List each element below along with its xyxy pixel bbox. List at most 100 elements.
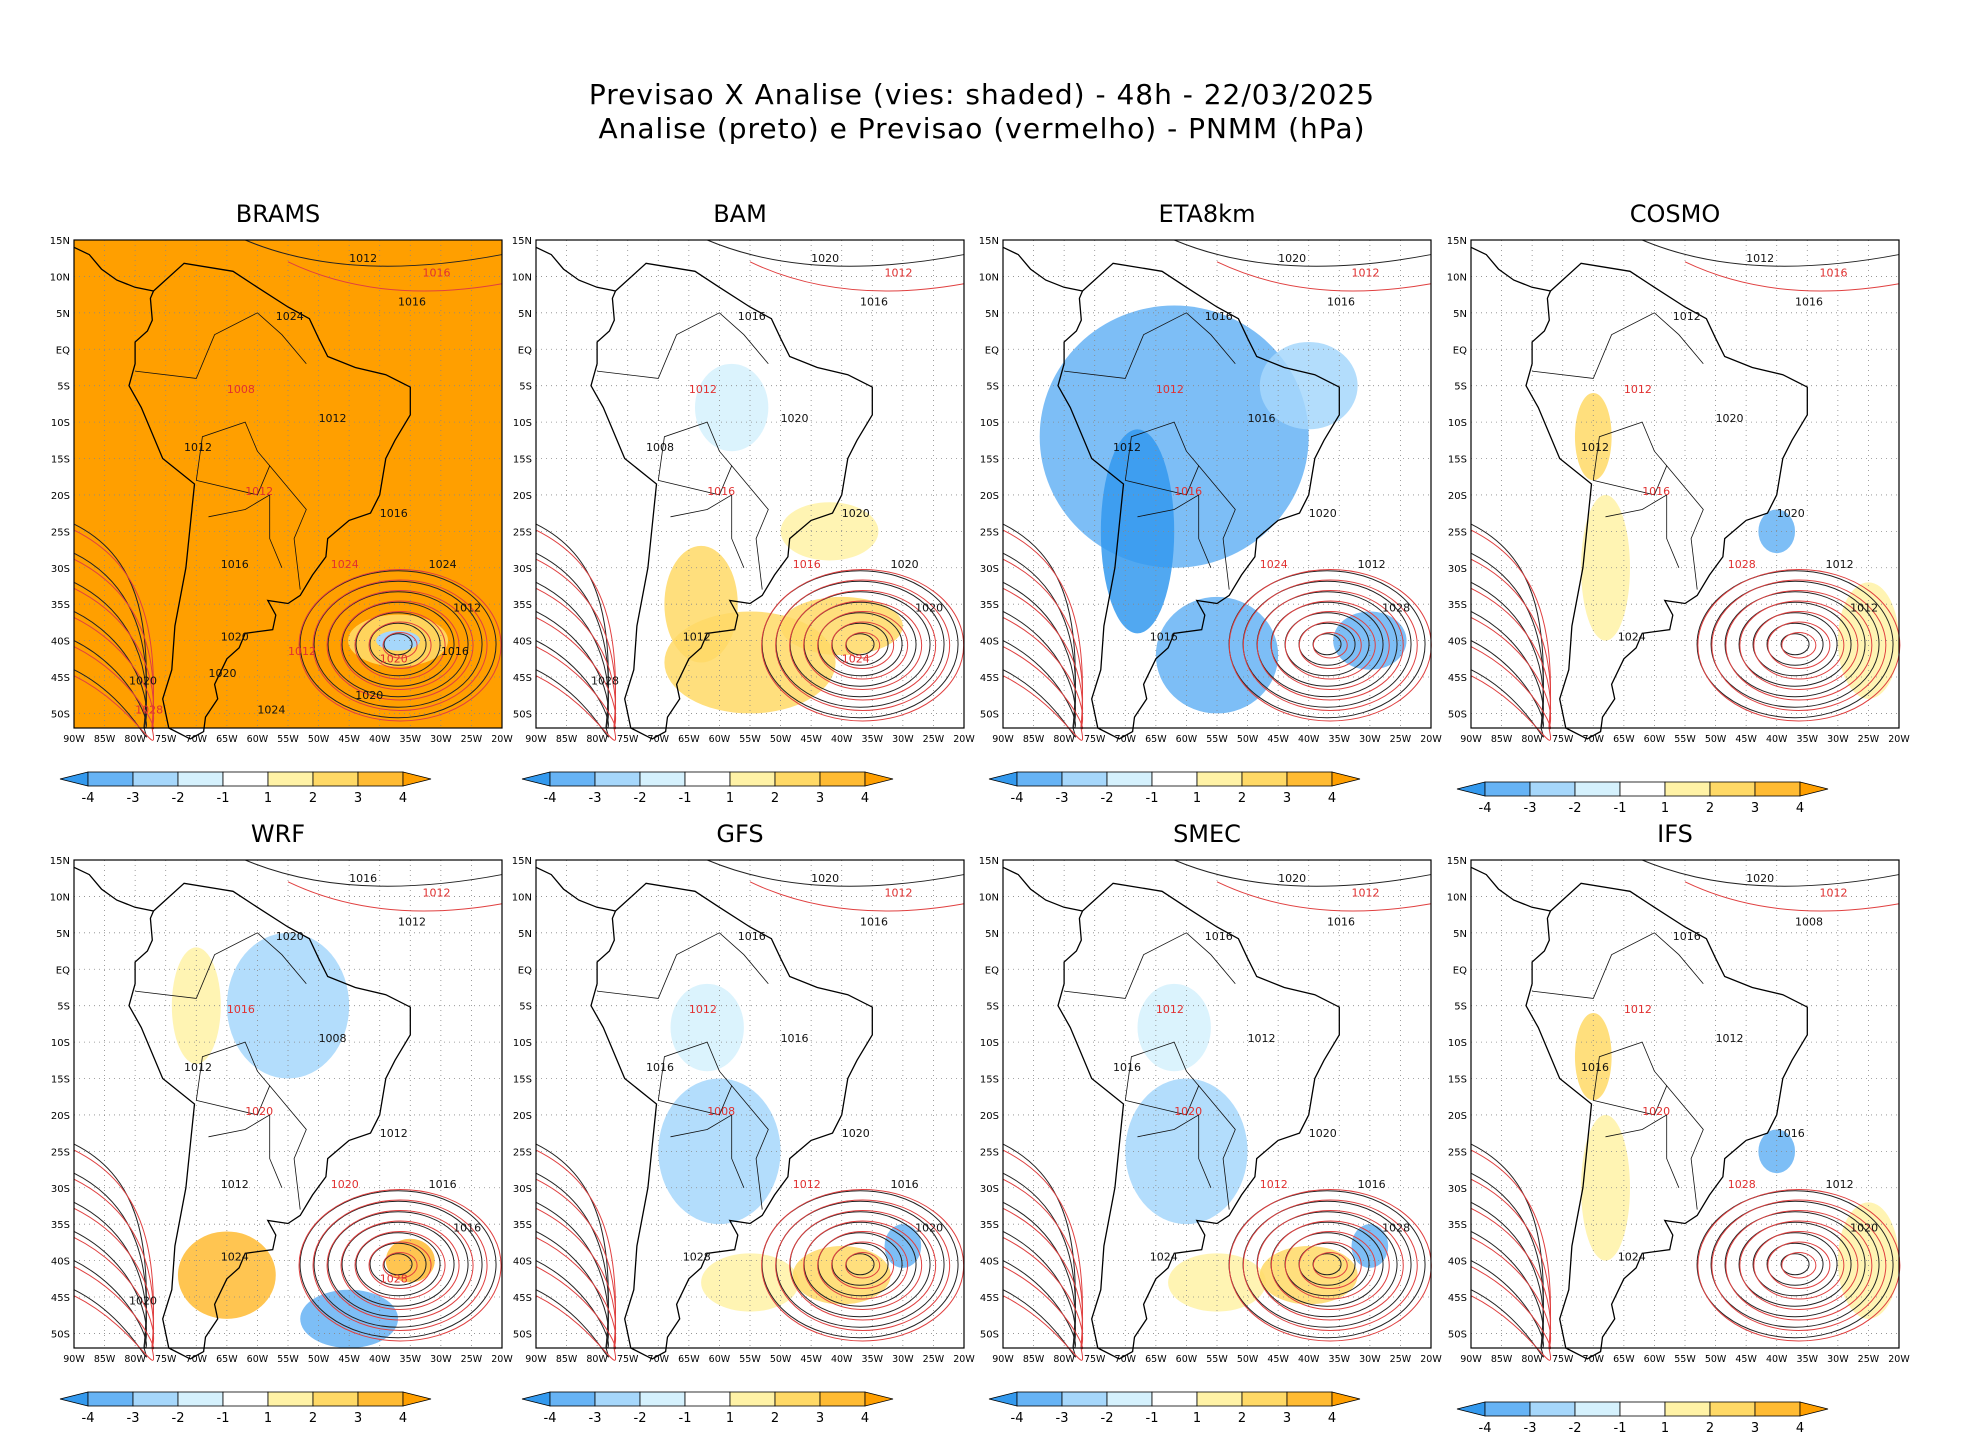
isobar-forecast <box>1753 610 1845 680</box>
lat-tick-label: 20S <box>980 1111 999 1122</box>
country-border <box>1125 1085 1236 1210</box>
isobar-analysis <box>1470 1231 1544 1349</box>
colorbar-arrow-right <box>1799 781 1829 797</box>
contour-label: 1016 <box>1673 930 1701 943</box>
contour-label: 1016 <box>891 1178 919 1191</box>
lon-tick-label: 50W <box>308 1354 330 1365</box>
contour-label: 1020 <box>1716 412 1744 425</box>
lat-tick-label: 45S <box>51 673 70 684</box>
contour-label: 1028 <box>1382 601 1410 614</box>
lat-tick-label: 20S <box>1448 1111 1467 1122</box>
isobar-forecast <box>1781 1251 1817 1279</box>
contour-label: 1016 <box>1205 930 1233 943</box>
colorbar-label: 4 <box>1796 801 1804 816</box>
colorbar-segment <box>1061 771 1108 787</box>
colorbar-label: 4 <box>861 791 869 806</box>
contour-label: 1020 <box>129 674 157 687</box>
colorbar-label: -4 <box>82 1411 95 1426</box>
isobar-analysis <box>1696 570 1894 719</box>
contour-label: 1016 <box>793 558 821 571</box>
isobar-analysis <box>707 859 965 887</box>
contour-label: 1012 <box>1716 1032 1744 1045</box>
lon-tick-label: 80W <box>124 1354 146 1365</box>
contour-label: 1016 <box>349 872 377 885</box>
lat-tick-label: 15S <box>980 1075 999 1086</box>
isobar-forecast <box>817 1230 909 1300</box>
isobar-forecast <box>1270 600 1390 690</box>
lat-tick-label: 40S <box>1448 1257 1467 1268</box>
lon-tick-label: 25W <box>1858 1354 1880 1365</box>
lon-tick-label: 75W <box>1552 734 1574 745</box>
isobar-analysis <box>341 1221 455 1307</box>
contour-label: 1024 <box>331 558 359 571</box>
lat-tick-label: 5N <box>985 309 999 320</box>
colorbar-arrow-right <box>402 771 432 787</box>
colorbar-label: 2 <box>771 1411 779 1426</box>
colorbar: -4 -3 -2 -1 1 2 3 4 <box>521 771 894 806</box>
lat-tick-label: 25S <box>980 527 999 538</box>
lon-tick-label: 45W <box>1735 1354 1757 1365</box>
map-frame <box>535 859 965 1349</box>
contour-label: 1012 <box>245 485 273 498</box>
contour-label: 1012 <box>1581 441 1609 454</box>
lon-tick-label: 30W <box>892 1354 914 1365</box>
colorbar-arrow-left <box>988 771 1018 787</box>
lon-tick-label: 80W <box>124 734 146 745</box>
colorbar-label: -1 <box>217 791 230 806</box>
lon-tick-label: 40W <box>369 734 391 745</box>
lat-tick-label: 15S <box>51 455 70 466</box>
colorbar-segment <box>1574 781 1621 797</box>
lon-tick-label: 50W <box>1237 734 1259 745</box>
colorbar-label: -4 <box>1479 801 1492 816</box>
lat-tick-label: 40S <box>51 1257 70 1268</box>
colorbar-arrow-left <box>1456 781 1486 797</box>
contour-label: 1024 <box>221 1251 249 1264</box>
isobar-forecast <box>354 610 446 680</box>
contour-label: 1020 <box>129 1294 157 1307</box>
lat-tick-label: 10N <box>1447 892 1467 903</box>
isobar-analysis <box>355 1232 441 1297</box>
contour-label: 1020 <box>811 252 839 265</box>
isobar-analysis <box>707 239 965 267</box>
colorbar: -4 -3 -2 -1 1 2 3 4 <box>59 1391 432 1426</box>
lat-tick-label: 50S <box>1448 709 1467 720</box>
isobar-analysis <box>245 239 503 267</box>
isobar-forecast <box>1002 617 1084 729</box>
lon-tick-label: 40W <box>1298 734 1320 745</box>
contour-label: 1016 <box>221 558 249 571</box>
contour-label: 1012 <box>184 1061 212 1074</box>
contour-label: 1020 <box>811 872 839 885</box>
colorbar-segment <box>1106 1391 1153 1407</box>
isobar-analysis <box>383 1253 413 1276</box>
colorbar-segment <box>819 771 866 787</box>
panel-bam: BAM 1020 1012 1016 1016 1012 1020 1008 1016 1020 1… <box>500 200 980 806</box>
lon-tick-label: 55W <box>1206 734 1228 745</box>
lon-tick-label: 70W <box>1115 734 1137 745</box>
lat-tick-label: 35S <box>513 600 532 611</box>
country-border <box>1605 1114 1680 1188</box>
colorbar-segment <box>729 771 776 787</box>
isobar-forecast <box>1002 587 1084 729</box>
contour-label: 1016 <box>1113 1061 1141 1074</box>
isobar-forecast <box>1470 587 1552 729</box>
contour-label: 1028 <box>591 674 619 687</box>
lat-tick-label: 10S <box>1448 418 1467 429</box>
lat-tick-label: 50S <box>980 709 999 720</box>
lat-tick-label: 10N <box>512 272 532 283</box>
isobar-forecast <box>1242 1199 1418 1331</box>
contour-label: 1012 <box>1156 1003 1184 1016</box>
isobar-forecast <box>1739 1220 1859 1310</box>
central-america-outline <box>1002 246 1083 292</box>
lon-tick-label: 40W <box>831 1354 853 1365</box>
colorbar-segment <box>1484 1401 1531 1417</box>
lon-tick-label: 50W <box>1705 1354 1727 1365</box>
lat-tick-label: 10S <box>51 418 70 429</box>
contour-label: 1020 <box>209 667 237 680</box>
lat-tick-label: 15N <box>50 856 70 867</box>
lon-tick-label: 30W <box>1827 1354 1849 1365</box>
bias-area <box>1168 1253 1266 1312</box>
colorbar-label: -2 <box>1101 1411 1114 1426</box>
isobar-forecast <box>1256 1209 1404 1321</box>
contour-label: 1008 <box>1795 916 1823 929</box>
colorbar-segment <box>684 771 731 787</box>
